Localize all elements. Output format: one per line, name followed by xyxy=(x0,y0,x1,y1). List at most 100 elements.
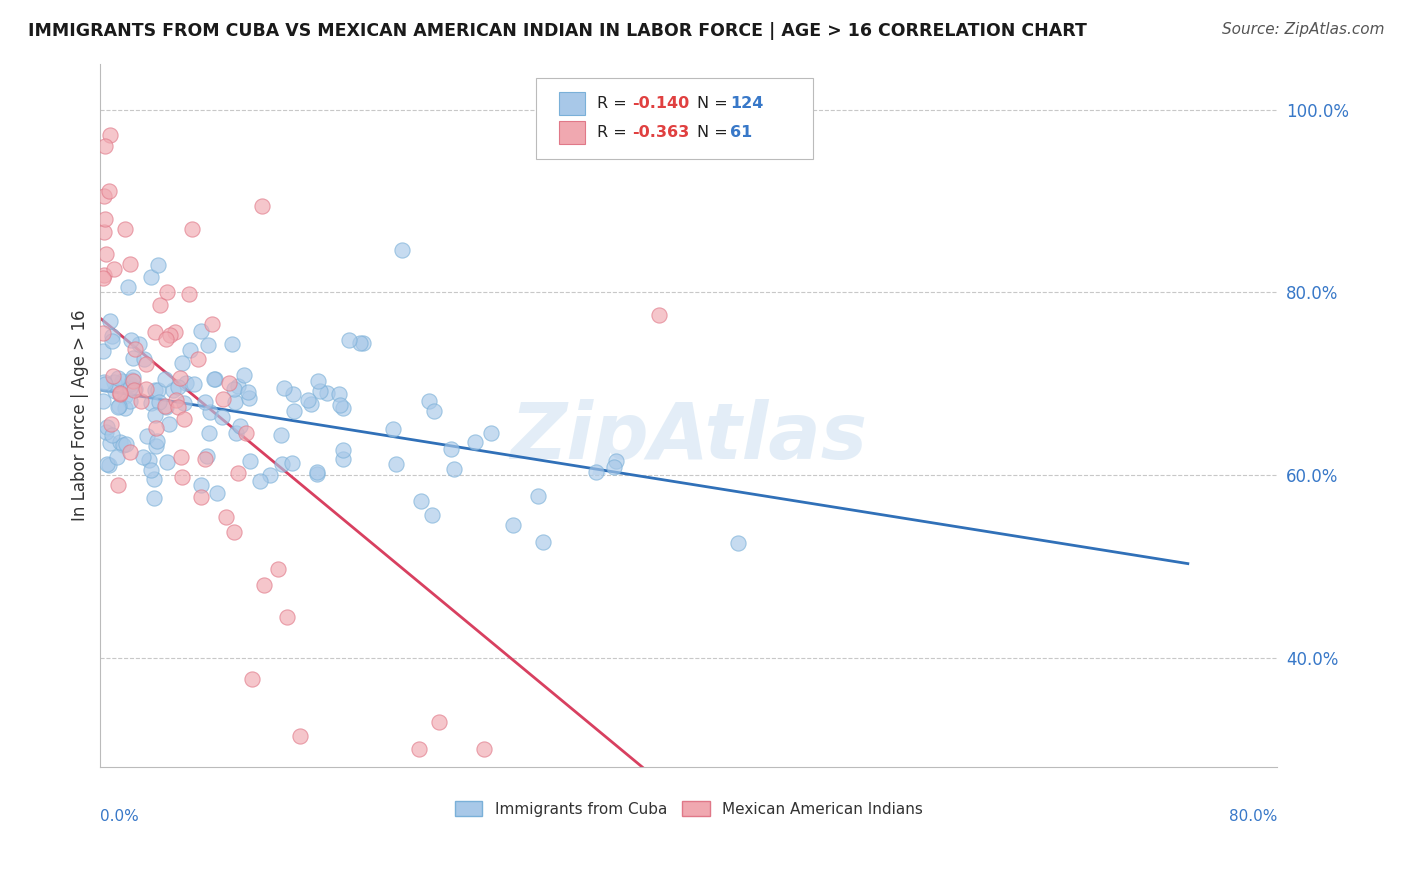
Point xyxy=(94,377,117,392)
Point xyxy=(328,386,350,401)
Point xyxy=(155,372,177,386)
Point xyxy=(332,452,354,467)
Text: IMMIGRANTS FROM CUBA VS MEXICAN AMERICAN INDIAN IN LABOR FORCE | AGE > 16 CORREL: IMMIGRANTS FROM CUBA VS MEXICAN AMERICAN… xyxy=(28,22,1087,40)
Point xyxy=(141,395,163,409)
Point xyxy=(111,438,134,452)
Point xyxy=(236,384,259,399)
Point xyxy=(98,458,121,472)
Point xyxy=(259,467,281,482)
Point xyxy=(118,377,141,392)
Point xyxy=(173,396,195,410)
Point xyxy=(502,518,524,533)
Point xyxy=(198,405,221,419)
Point xyxy=(605,453,627,467)
Point xyxy=(249,475,271,489)
Point xyxy=(98,314,121,328)
Point xyxy=(169,371,191,385)
Point xyxy=(108,387,131,401)
Point xyxy=(309,384,332,398)
Point xyxy=(170,450,193,464)
Point xyxy=(93,393,115,408)
Point xyxy=(238,392,260,406)
Point xyxy=(100,328,122,343)
Point xyxy=(120,333,142,347)
Point xyxy=(122,384,145,398)
Point xyxy=(139,270,162,285)
Point xyxy=(117,279,139,293)
Point xyxy=(218,376,240,390)
Point xyxy=(122,351,145,365)
Point xyxy=(479,426,502,441)
Point xyxy=(211,409,233,424)
Point xyxy=(204,372,226,386)
Text: 124: 124 xyxy=(730,96,763,111)
Point xyxy=(167,400,190,414)
Point xyxy=(307,374,329,388)
Point xyxy=(195,449,218,463)
Point xyxy=(156,455,179,469)
Point xyxy=(149,298,172,312)
Point xyxy=(94,246,117,260)
Text: -0.363: -0.363 xyxy=(633,125,690,140)
Point xyxy=(101,369,124,384)
Point xyxy=(225,425,247,440)
FancyBboxPatch shape xyxy=(536,78,813,159)
Point xyxy=(297,392,319,407)
Point xyxy=(135,382,157,396)
Point xyxy=(145,421,167,435)
Point xyxy=(408,742,430,756)
Point xyxy=(190,491,212,505)
Point xyxy=(190,478,212,492)
Legend: Immigrants from Cuba, Mexican American Indians: Immigrants from Cuba, Mexican American I… xyxy=(449,795,929,823)
Point xyxy=(531,534,554,549)
Point xyxy=(162,383,184,397)
Point xyxy=(148,394,170,409)
Point xyxy=(172,356,194,370)
Point xyxy=(307,467,329,481)
Text: 0.0%: 0.0% xyxy=(100,809,139,824)
Point xyxy=(179,287,201,301)
Point xyxy=(129,394,152,409)
Point xyxy=(281,456,304,470)
Point xyxy=(270,428,292,442)
Point xyxy=(527,489,550,503)
Point xyxy=(283,403,305,417)
Point xyxy=(103,261,125,276)
Point xyxy=(131,450,153,464)
Point xyxy=(114,222,136,236)
Point xyxy=(329,398,352,412)
Text: N =: N = xyxy=(697,96,733,111)
Point xyxy=(273,381,295,395)
Point xyxy=(183,376,205,391)
Point xyxy=(94,425,117,440)
FancyBboxPatch shape xyxy=(560,92,585,115)
Point xyxy=(155,400,177,414)
Point xyxy=(118,445,141,459)
Point xyxy=(96,420,118,434)
Point xyxy=(114,401,136,416)
Point xyxy=(100,417,122,431)
Point xyxy=(157,417,180,431)
Point xyxy=(187,352,209,367)
Text: 61: 61 xyxy=(730,125,752,140)
Point xyxy=(142,491,165,505)
Point xyxy=(107,371,129,385)
Point xyxy=(153,399,176,413)
Point xyxy=(145,439,167,453)
Point xyxy=(138,453,160,467)
Point xyxy=(332,442,354,457)
Point xyxy=(281,386,304,401)
Point xyxy=(250,199,273,213)
Text: -0.140: -0.140 xyxy=(633,96,690,111)
Point xyxy=(100,428,122,442)
Y-axis label: In Labor Force | Age > 16: In Labor Force | Age > 16 xyxy=(72,310,89,522)
Point xyxy=(224,395,246,409)
Point xyxy=(155,332,177,346)
Text: Source: ZipAtlas.com: Source: ZipAtlas.com xyxy=(1222,22,1385,37)
Point xyxy=(148,384,170,398)
Point xyxy=(337,333,360,347)
Point xyxy=(111,374,134,388)
Point xyxy=(107,478,129,492)
Point xyxy=(226,466,249,480)
Point xyxy=(94,139,117,153)
